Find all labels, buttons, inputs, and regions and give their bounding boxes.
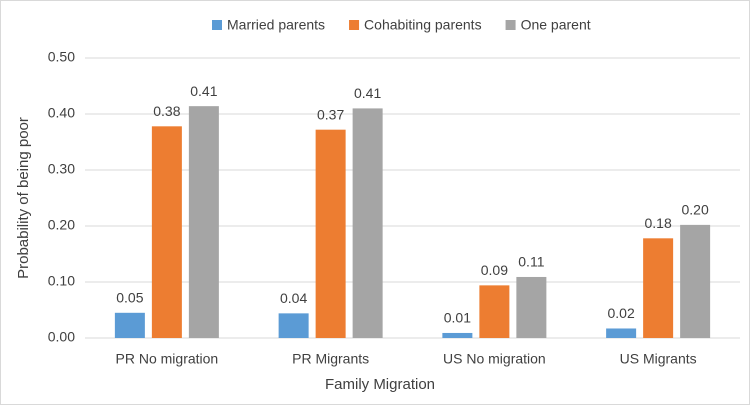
legend-swatch [212,20,222,30]
y-tick-label: 0.20 [48,217,75,233]
legend-label: Cohabiting parents [364,17,482,33]
data-label: 0.04 [280,290,307,306]
y-tick-label: 0.00 [48,329,75,345]
data-label: 0.02 [608,305,635,321]
data-label: 0.20 [682,202,709,218]
bar [278,313,309,338]
data-label: 0.11 [518,254,544,270]
bar [151,126,182,338]
legend-label: Married parents [227,17,325,33]
data-label: 0.09 [481,262,508,278]
legend-swatch [349,20,360,30]
bar [352,108,383,339]
y-tick-label: 0.10 [48,273,75,289]
x-axis-title: Family Migration [325,376,435,393]
bar [643,238,674,338]
data-label: 0.37 [317,106,344,122]
bar [516,276,547,338]
bar [479,285,510,338]
data-label: 0.18 [645,215,672,231]
data-label: 0.38 [153,103,180,119]
bar [442,332,473,338]
x-tick-label: PR Migrants [292,351,369,367]
bar [606,328,637,338]
data-label: 0.41 [354,85,381,101]
y-tick-label: 0.50 [48,49,75,65]
x-tick-label: US Migrants [620,351,697,367]
data-label: 0.01 [444,310,471,326]
legend-swatch [505,20,516,30]
y-tick-label: 0.30 [48,161,75,177]
bar [188,106,219,338]
bar [114,312,145,338]
legend-label: One parent [521,17,591,33]
x-tick-label: US No migration [443,351,546,367]
bar [680,224,711,338]
y-tick-label: 0.40 [48,105,75,121]
bar [315,129,346,338]
data-label: 0.05 [116,290,143,306]
x-tick-label: PR No migration [116,351,219,367]
y-axis-title: Probability of being poor [15,117,32,279]
data-label: 0.41 [190,83,217,99]
